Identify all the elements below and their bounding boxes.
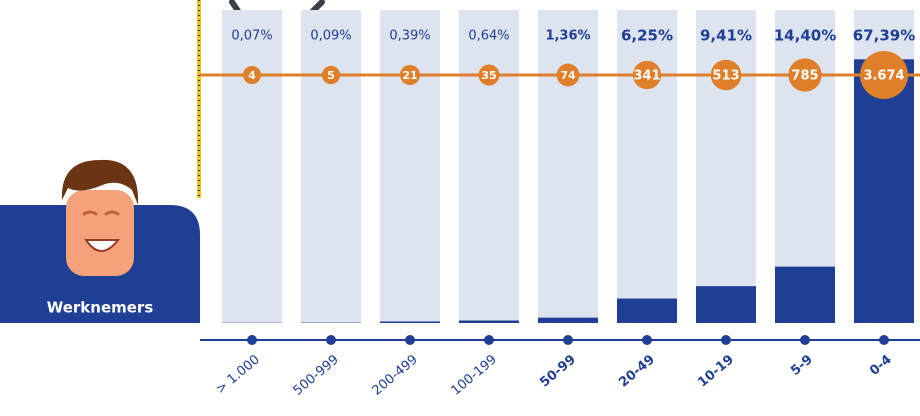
x-tick-label: 10-19 xyxy=(695,352,736,390)
count-label: 21 xyxy=(402,69,417,82)
axis-dot xyxy=(721,335,731,345)
count-label: 3.674 xyxy=(863,69,904,84)
count-label: 4 xyxy=(248,69,256,82)
bar-background xyxy=(696,10,756,323)
count-label: 5 xyxy=(327,69,335,82)
axis-dot xyxy=(642,335,652,345)
x-tick-label: 5-9 xyxy=(788,352,816,379)
x-tick-label: 50-99 xyxy=(537,352,578,390)
bar-background xyxy=(459,10,519,323)
x-tick-label: 20-49 xyxy=(616,352,657,390)
percent-label: 6,25% xyxy=(621,27,673,45)
bar-background xyxy=(538,10,598,323)
axis-dot xyxy=(800,335,810,345)
percent-label: 14,40% xyxy=(774,27,836,45)
count-label: 35 xyxy=(481,69,496,82)
bar xyxy=(538,318,598,323)
bar-background xyxy=(222,10,282,323)
bar xyxy=(617,299,677,323)
x-tick-label: 200-499 xyxy=(370,352,421,398)
axis-dot xyxy=(326,335,336,345)
bar xyxy=(696,286,756,323)
count-label: 341 xyxy=(633,69,660,84)
percent-label: 67,39% xyxy=(853,27,915,45)
percent-label: 9,41% xyxy=(700,27,752,45)
chart: Werknemers 0,07% 0,09% 0,39% 0,64% 1,36% 6,25… xyxy=(0,0,920,416)
x-tick-label: > 1.000 xyxy=(213,352,263,397)
axis-dot xyxy=(879,335,889,345)
bar xyxy=(775,267,835,323)
count-label: 785 xyxy=(791,69,818,84)
percent-label: 0,39% xyxy=(389,29,430,44)
card-label: Werknemers xyxy=(47,299,154,317)
bar-background xyxy=(301,10,361,323)
percent-label: 0,64% xyxy=(468,29,509,44)
percent-label: 0,07% xyxy=(231,29,272,44)
bar xyxy=(380,321,440,323)
percent-label: 1,36% xyxy=(545,29,590,44)
x-tick-label: 100-199 xyxy=(449,352,500,398)
x-tick-label: 0-4 xyxy=(867,352,895,379)
count-label: 513 xyxy=(712,69,739,84)
axis-dot xyxy=(247,335,257,345)
bar-background xyxy=(380,10,440,323)
count-label: 74 xyxy=(560,69,576,82)
bar-background xyxy=(617,10,677,323)
axis-dot xyxy=(484,335,494,345)
x-tick-label: 500-999 xyxy=(291,352,342,398)
bar xyxy=(459,320,519,323)
axis-dot xyxy=(405,335,415,345)
percent-label: 0,09% xyxy=(310,29,351,44)
axis-dot xyxy=(563,335,573,345)
person-card: Werknemers xyxy=(0,160,200,323)
